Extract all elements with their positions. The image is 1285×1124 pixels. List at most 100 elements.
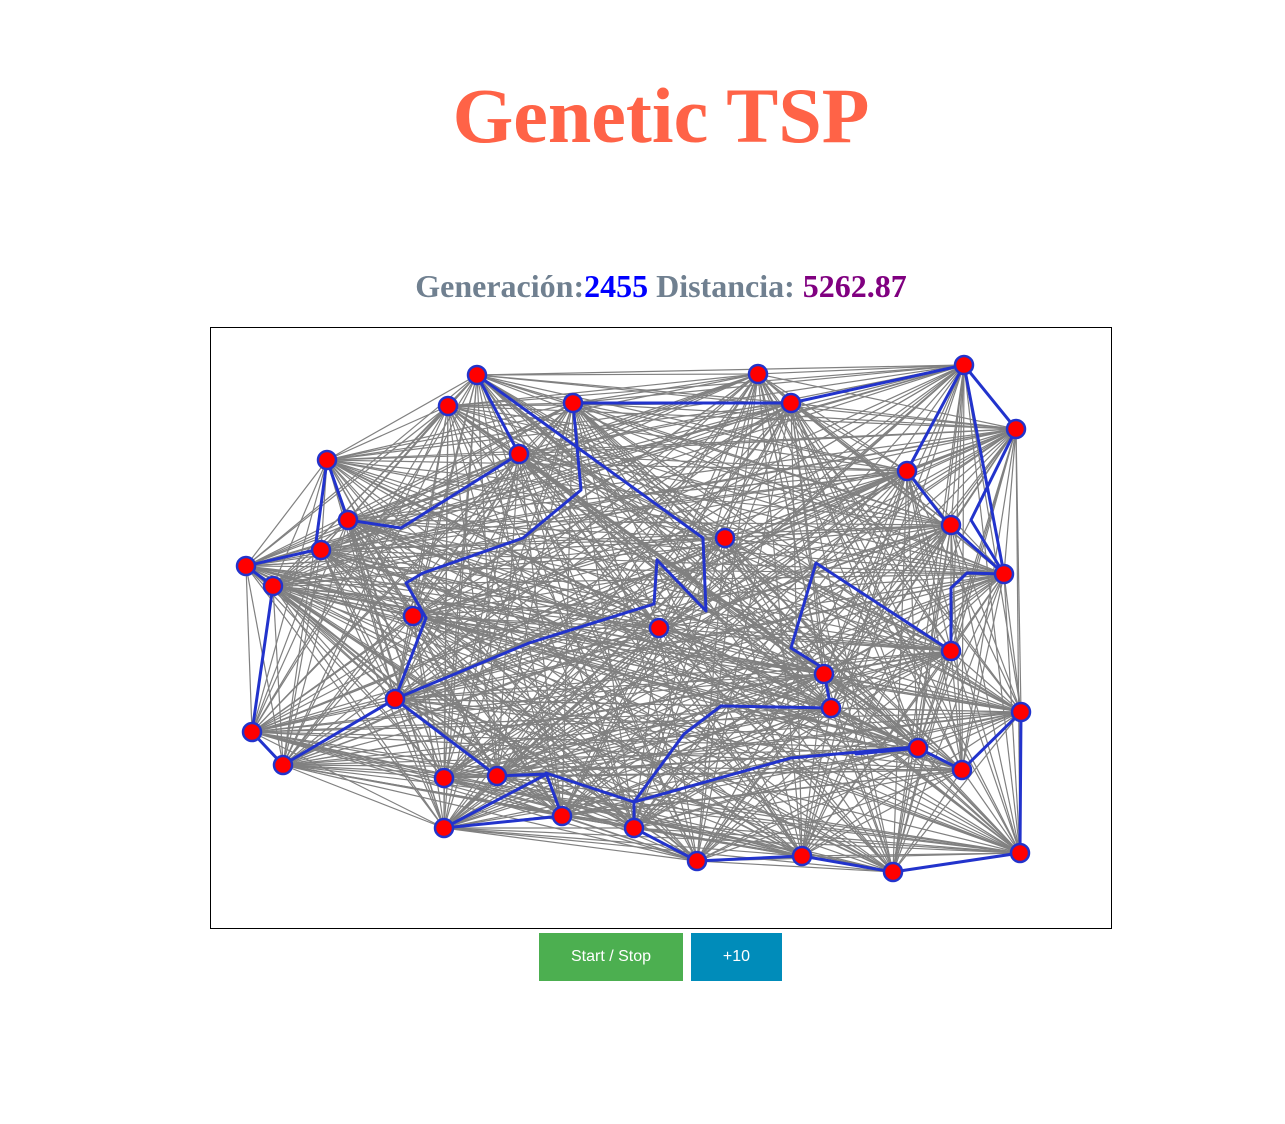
population-edge — [801, 364, 965, 857]
population-edge — [282, 764, 1021, 854]
population-edge — [282, 764, 498, 777]
population-edge — [320, 364, 965, 551]
population-edge — [245, 565, 253, 733]
population-edge — [724, 364, 965, 539]
population-edge — [272, 585, 825, 675]
population-edge — [282, 627, 660, 766]
city-node — [820, 697, 842, 719]
population-edge — [443, 573, 1005, 779]
population-edge — [724, 537, 832, 709]
population-edge — [326, 402, 792, 461]
population-edge — [658, 627, 803, 857]
population-edge — [830, 707, 1022, 713]
population-edge — [251, 537, 726, 733]
city-node — [433, 767, 455, 789]
population-edge — [633, 827, 1021, 854]
population-edge — [790, 402, 1017, 430]
population-edge — [320, 549, 563, 817]
population-edge — [320, 549, 445, 829]
population-edge — [476, 374, 908, 472]
city-node — [402, 605, 424, 627]
population-edge — [394, 698, 1021, 854]
population-edge — [272, 428, 1017, 587]
distance-label: Distancia: — [656, 268, 795, 304]
population-edge — [823, 673, 963, 771]
population-edge — [823, 673, 1021, 854]
population-edge — [724, 537, 825, 675]
population-edge — [251, 627, 660, 733]
population-edge — [272, 585, 396, 700]
city-node — [907, 737, 929, 759]
population-edge — [320, 549, 396, 700]
city-node — [648, 617, 670, 639]
population-edge — [326, 459, 1021, 854]
population-edge — [476, 364, 965, 376]
population-edge — [347, 453, 520, 521]
city-node — [791, 845, 813, 867]
city-node — [433, 817, 455, 839]
population-edge — [326, 459, 908, 472]
population-edge — [282, 764, 445, 779]
population-edge — [326, 453, 520, 461]
city-node — [940, 514, 962, 536]
population-edge — [282, 764, 698, 862]
population-edge — [757, 364, 965, 375]
population-edge — [801, 747, 919, 857]
population-edge — [251, 731, 894, 873]
city-node — [316, 449, 338, 471]
population-edge — [443, 650, 952, 779]
city-node — [437, 395, 459, 417]
population-edge — [724, 470, 908, 539]
population-edge — [347, 519, 635, 829]
city-node — [993, 563, 1015, 585]
population-edge — [347, 402, 574, 521]
population-edge — [443, 627, 660, 829]
city-node — [623, 817, 645, 839]
start-stop-button[interactable]: Start / Stop — [539, 933, 683, 981]
population-edge — [394, 673, 825, 700]
population-edge — [950, 524, 1021, 854]
population-edge — [394, 524, 952, 700]
population-edge — [412, 615, 660, 629]
population-edge — [251, 711, 1022, 733]
population-edge — [245, 565, 445, 829]
population-edge — [326, 428, 1017, 461]
population-edge — [282, 764, 963, 771]
population-edge — [326, 364, 965, 461]
population-edge — [724, 537, 1005, 575]
population-edge — [950, 650, 1022, 713]
population-edge — [830, 573, 1005, 709]
add-ten-button[interactable]: +10 — [691, 933, 782, 981]
population-edge — [251, 549, 322, 733]
population-edge — [801, 769, 963, 857]
city-node — [747, 363, 769, 385]
population-edge — [443, 524, 952, 829]
population-edge — [917, 573, 1005, 749]
population-edge — [790, 402, 952, 526]
city-node — [714, 527, 736, 549]
population-edge — [830, 524, 952, 709]
population-edge — [320, 524, 952, 551]
population-edge — [518, 453, 635, 829]
population-edge — [633, 747, 919, 829]
population-edge — [658, 470, 908, 629]
population-edge — [326, 459, 726, 539]
population-edge — [518, 453, 908, 472]
population-edge — [245, 402, 792, 567]
population-edge — [412, 453, 520, 617]
population-edge — [518, 428, 1017, 455]
city-node — [337, 509, 359, 531]
city-node — [241, 721, 263, 743]
population-edge — [347, 519, 396, 700]
population-edge — [696, 537, 726, 862]
population-edge — [320, 549, 963, 771]
population-edge — [496, 573, 1005, 777]
population-edge — [412, 537, 726, 617]
city-node — [508, 443, 530, 465]
city-node — [896, 460, 918, 482]
population-edge — [724, 537, 803, 857]
city-node — [953, 354, 975, 376]
population-edge — [633, 769, 963, 829]
population-edge — [447, 373, 759, 407]
city-node — [262, 575, 284, 597]
